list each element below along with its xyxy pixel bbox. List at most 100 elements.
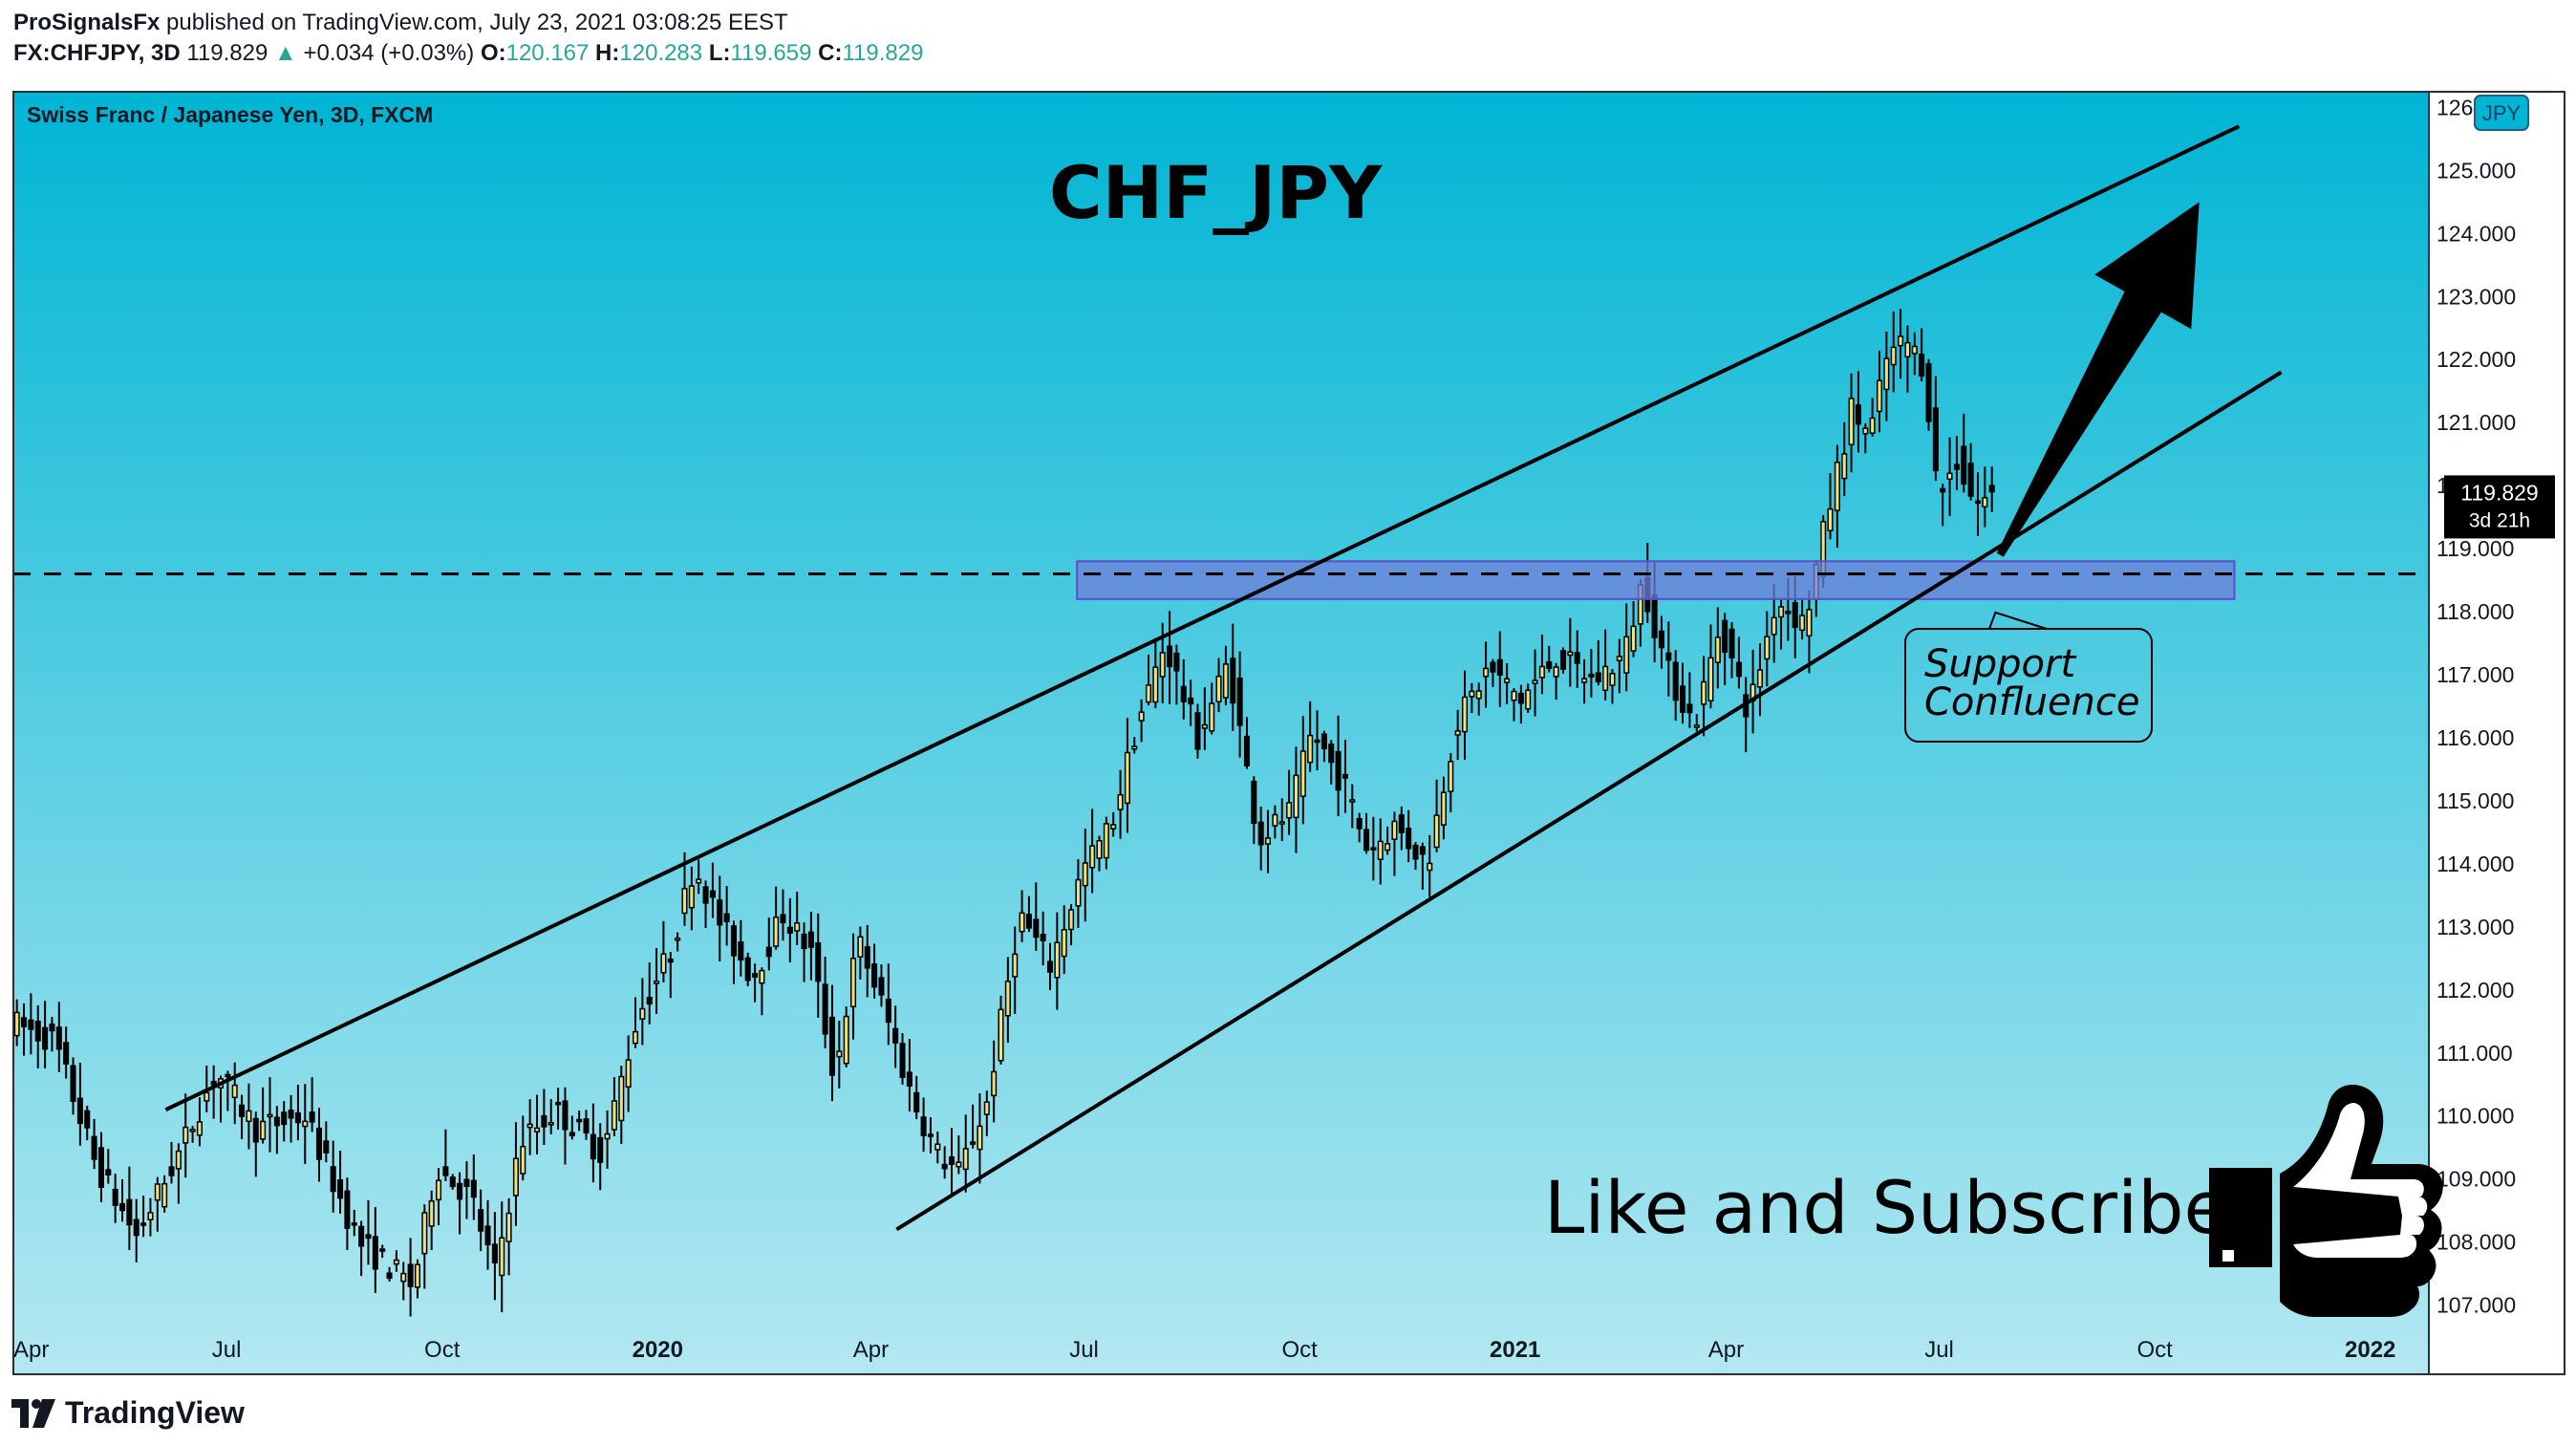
chart-header: ProSignalsFx published on TradingView.co… (13, 8, 2555, 69)
last-price-tag: 119.829 3d 21h (2444, 475, 2555, 539)
candle (1496, 631, 1503, 707)
candle (1876, 350, 1883, 433)
candle (618, 1066, 625, 1144)
y-tick-label: 111.000 (2436, 1041, 2513, 1066)
candle (1953, 436, 1960, 490)
candle (1623, 603, 1630, 692)
candle (864, 925, 870, 998)
cta-text: Like and Subscribe (1544, 1165, 2228, 1250)
x-tick-label: Jul (212, 1337, 242, 1363)
candle (1110, 811, 1117, 837)
candle (84, 1105, 91, 1141)
candle (639, 978, 646, 1046)
candle (1377, 818, 1384, 885)
candle (13, 999, 20, 1046)
candle (941, 1146, 948, 1179)
candle (154, 1176, 161, 1232)
candle (520, 1115, 526, 1181)
candle (723, 886, 730, 946)
y-tick-label: 121.000 (2436, 410, 2516, 435)
candle (752, 963, 759, 1003)
candle (857, 926, 864, 980)
candle (196, 1097, 203, 1147)
candle (590, 1103, 596, 1183)
y-tick-label: 110.000 (2436, 1104, 2514, 1129)
candle (1469, 682, 1475, 714)
candle (231, 1062, 238, 1125)
x-tick-label: Jul (1069, 1337, 1099, 1363)
candle (1096, 835, 1103, 872)
candle (1419, 842, 1426, 891)
candle (1335, 715, 1342, 817)
candle (1412, 841, 1419, 871)
candle (1932, 376, 1939, 482)
price-axis[interactable]: 107.000 108.000 109.000 110.000 111.000 112.0… (2436, 95, 2516, 1317)
candle (372, 1207, 378, 1293)
author-name[interactable]: ProSignalsFx (13, 10, 161, 35)
channel-upper-line[interactable] (164, 124, 2241, 1111)
candle (1967, 442, 1974, 501)
candle (1433, 779, 1440, 852)
candle (442, 1129, 449, 1181)
open-label: O: (480, 40, 506, 66)
candle (948, 1128, 955, 1195)
high-value: 120.283 (619, 40, 703, 66)
support-zone[interactable] (1076, 560, 2236, 600)
candle (1349, 784, 1356, 829)
candle (1940, 483, 1946, 527)
currency-badge[interactable]: JPY (2474, 95, 2529, 131)
y-tick-label: 125.000 (2436, 158, 2516, 183)
candle (1961, 413, 1967, 493)
plot-area (13, 124, 2429, 1317)
candle (843, 1006, 849, 1068)
candle (801, 922, 807, 982)
candle (1988, 466, 1995, 512)
candle (1546, 645, 1553, 673)
time-axis[interactable]: Apr Jul Oct 2020 Apr Jul Oct 2021 Apr Jul Oct 2022 (13, 1337, 2395, 1363)
candle (970, 1104, 977, 1149)
candle (400, 1262, 407, 1301)
candle (1398, 806, 1405, 851)
up-arrow-icon[interactable] (1996, 202, 2200, 557)
candle (962, 1114, 969, 1193)
candle (1525, 683, 1532, 713)
y-tick-label: 123.000 (2436, 284, 2516, 309)
candle (1911, 332, 1918, 376)
support-confluence-callout[interactable]: Support Confluence (1904, 611, 2153, 743)
candle (1946, 437, 1953, 517)
candle (773, 886, 780, 950)
candle (1131, 737, 1138, 754)
candle (998, 995, 1004, 1066)
candle (491, 1212, 498, 1301)
candle (576, 1111, 583, 1132)
candle (899, 1033, 906, 1085)
channel-lower-line[interactable] (895, 370, 2283, 1232)
currency-badge-label: JPY (2482, 101, 2522, 125)
candle (1841, 421, 1848, 497)
y-tick-label: 115.000 (2436, 788, 2514, 813)
candle (1012, 926, 1019, 1014)
tradingview-logo-icon (11, 1398, 55, 1428)
x-tick-label: 2021 (1490, 1337, 1540, 1363)
candle (1025, 895, 1032, 933)
candle (983, 1090, 990, 1136)
y-tick-label: 113.000 (2436, 915, 2514, 939)
candle (1862, 423, 1869, 454)
low-value: 119.659 (730, 40, 812, 66)
candle (1806, 590, 1813, 674)
candle (1033, 882, 1040, 952)
candle (1834, 444, 1840, 549)
candle (1173, 644, 1180, 705)
candle (555, 1088, 562, 1130)
candle (1581, 658, 1588, 704)
candle (1215, 658, 1222, 713)
candle (1209, 682, 1215, 735)
candle (675, 932, 681, 952)
candle (667, 952, 674, 999)
tradingview-logo[interactable]: TradingView (11, 1395, 245, 1431)
candle (604, 1110, 611, 1170)
y-tick-label: 116.000 (2436, 725, 2514, 750)
candle (1883, 332, 1890, 421)
candle (1167, 611, 1173, 704)
